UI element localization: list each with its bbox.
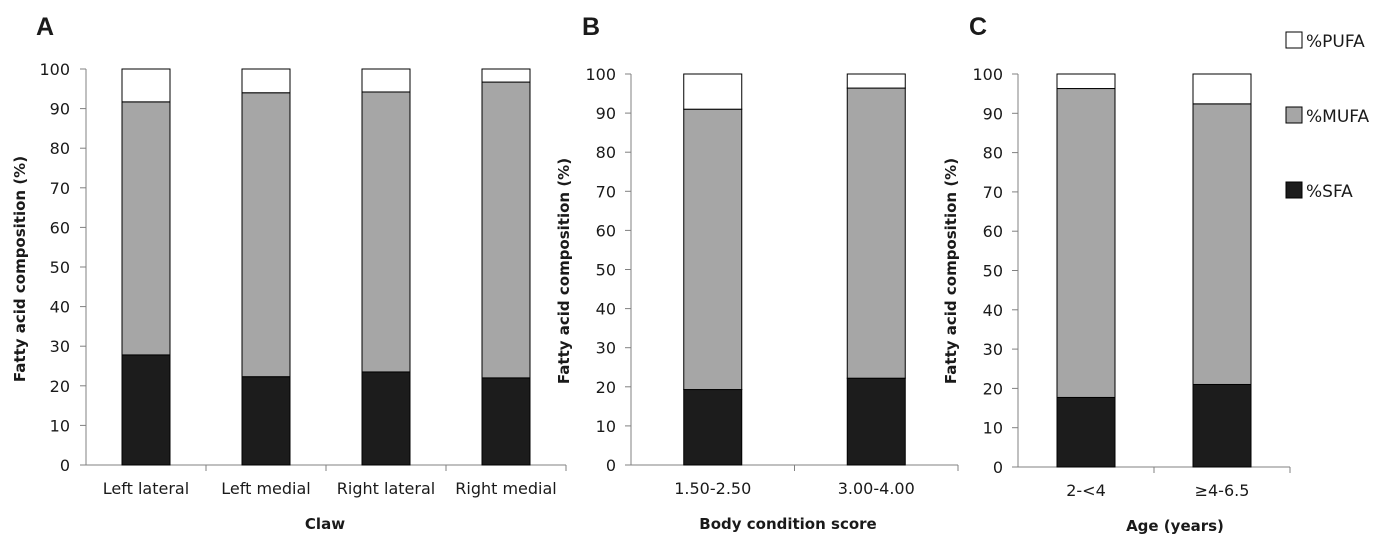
panel-a-category-label: Right lateral: [337, 479, 435, 498]
panel-a-chart: A Fatty acid composition (%) Claw 0 10 20 3…: [11, 13, 567, 533]
panel-a-bar-pufa: [361, 68, 411, 93]
panel-b-y-tick-label: 0: [606, 456, 616, 475]
panel-a-y-tick-label: 100: [39, 60, 70, 79]
panel-c-y-tick-label: 20: [983, 379, 1003, 398]
panel-c-category-label: 2-<4: [1066, 481, 1106, 500]
panel-a-bar-mufa: [241, 92, 291, 378]
panel-c-y-tick-label: 80: [983, 144, 1003, 163]
panel-c-y-tick-label: 50: [983, 262, 1003, 281]
panel-c-bar-sfa: [1056, 396, 1116, 468]
panel-b-category-label: 3.00-4.00: [838, 479, 915, 498]
panel-b-letter: B: [582, 13, 600, 41]
panel-b-y-tick-label: 100: [585, 65, 616, 84]
panel-a-bar-sfa: [481, 377, 531, 466]
panel-a-y-tick-label: 40: [50, 298, 70, 317]
panel-a-letter: A: [36, 13, 54, 41]
panel-a-x-axis-title: Claw: [305, 515, 345, 533]
panel-a-category-label: Left medial: [221, 479, 310, 498]
legend-label-mufa: %MUFA: [1306, 107, 1369, 127]
panel-b-x-axis-title: Body condition score: [699, 515, 876, 533]
panel-b-y-tick-label: 30: [596, 339, 616, 358]
panel-c-bar-pufa: [1056, 73, 1116, 90]
panel-a-y-tick-label: 60: [50, 218, 70, 237]
panel-a-bar-pufa: [121, 68, 171, 103]
panel-b-y-tick-label: 50: [596, 261, 616, 280]
panel-a-y-tick-label: 10: [50, 416, 70, 435]
panel-c-x-axis-title: Age (years): [1126, 517, 1224, 535]
panel-c-bar-pufa: [1192, 73, 1252, 105]
panel-c-bar-mufa: [1056, 88, 1116, 398]
panel-a-bar-pufa: [481, 68, 531, 83]
panel-c-bar-sfa: [1192, 383, 1252, 468]
panel-a-y-tick-label: 90: [50, 100, 70, 119]
panel-b-bar-pufa: [846, 73, 906, 89]
panel-c-chart: C Fatty acid composition (%) Age (years)…: [942, 13, 1291, 535]
panel-c-y-tick-label: 40: [983, 301, 1003, 320]
panel-a-category-label: Right medial: [455, 479, 557, 498]
panel-a-y-tick-label: 30: [50, 337, 70, 356]
panel-b-y-tick-label: 20: [596, 378, 616, 397]
panel-b-y-axis-title: Fatty acid composition (%): [555, 158, 573, 384]
panel-a-bar-pufa: [241, 68, 291, 94]
panel-b-y-tick-label: 60: [596, 221, 616, 240]
legend: %PUFA %MUFA %SFA: [1285, 31, 1369, 202]
panel-b-bar-sfa: [846, 377, 906, 466]
panel-b-y-tick-label: 40: [596, 300, 616, 319]
panel-b-chart: B Fatty acid composition (%) Body condit…: [555, 13, 959, 533]
panel-a-plot-area: 0 10 20 30 40 50 60 70 80 90 100 Left lateral Left m…: [39, 60, 567, 498]
panel-c-category-label: ≥4-6.5: [1195, 481, 1250, 500]
panel-c-y-tick-label: 70: [983, 183, 1003, 202]
panel-a-bar-mufa: [361, 91, 411, 373]
legend-label-pufa: %PUFA: [1306, 32, 1365, 52]
panel-b-y-tick-label: 70: [596, 182, 616, 201]
legend-swatch-pufa: [1285, 31, 1303, 49]
panel-b-bar-sfa: [683, 389, 743, 466]
panel-a-y-tick-label: 20: [50, 377, 70, 396]
panel-b-bar-mufa: [846, 87, 906, 379]
panel-c-y-tick-label: 90: [983, 104, 1003, 123]
panel-a-bar-sfa: [121, 354, 171, 466]
panel-b-bar-pufa: [683, 73, 743, 110]
panel-c-bar-mufa: [1192, 103, 1252, 385]
panel-a-y-tick-label: 0: [60, 456, 70, 475]
panel-c-letter: C: [969, 13, 987, 41]
panel-b-bar-mufa: [683, 108, 743, 391]
legend-swatch-mufa: [1285, 106, 1303, 124]
panel-a-y-tick-label: 50: [50, 258, 70, 277]
legend-swatch-sfa: [1285, 181, 1303, 199]
legend-label-sfa: %SFA: [1306, 182, 1353, 202]
panel-c-y-tick-label: 0: [993, 458, 1003, 477]
panel-a-category-label: Left lateral: [103, 479, 189, 498]
panel-a-bar-sfa: [361, 371, 411, 466]
panel-b-y-tick-label: 80: [596, 143, 616, 162]
panel-a-bar-mufa: [481, 81, 531, 379]
panel-b-y-tick-label: 10: [596, 417, 616, 436]
panel-c-y-axis-title: Fatty acid composition (%): [942, 158, 960, 384]
panel-c-y-tick-label: 30: [983, 340, 1003, 359]
panel-b-category-label: 1.50-2.50: [674, 479, 751, 498]
panel-a-bar-mufa: [121, 101, 171, 356]
panel-a-y-axis-title: Fatty acid composition (%): [11, 156, 29, 382]
panel-c-plot-area: 0 10 20 30 40 50 60 70 80 90 100 2-<4 ≥4-6.5: [972, 65, 1291, 500]
panel-b-y-tick-label: 90: [596, 104, 616, 123]
panel-a-y-tick-label: 70: [50, 179, 70, 198]
panel-a-y-tick-label: 80: [50, 139, 70, 158]
panel-c-y-tick-label: 10: [983, 419, 1003, 438]
panel-a-bar-sfa: [241, 376, 291, 466]
panel-b-plot-area: 0 10 20 30 40 50 60 70 80 90 100 1.50-2.50 3.00-4.00: [585, 65, 959, 498]
panel-c-y-tick-label: 100: [972, 65, 1003, 84]
panel-c-y-tick-label: 60: [983, 222, 1003, 241]
